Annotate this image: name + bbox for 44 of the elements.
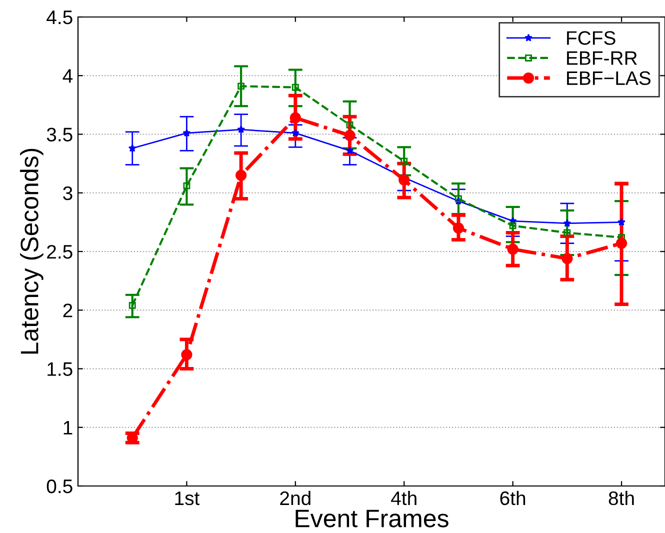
point [452, 222, 464, 234]
point [292, 84, 299, 91]
y-tick-label: 1.5 [48, 362, 72, 376]
y-tick-label: 0.5 [46, 479, 72, 494]
x-axis-title: Event Frames [296, 510, 448, 528]
point [507, 244, 518, 255]
x-tick-label: 4th [391, 490, 416, 506]
point [290, 112, 301, 124]
y-tick-label: 4.5 [46, 10, 72, 24]
legend-label: FCFS [567, 31, 616, 45]
y-axis-title: Latency (Seconds) [20, 148, 44, 354]
x-tick-label: 8th [608, 490, 634, 506]
point [564, 229, 571, 236]
point [346, 146, 354, 154]
x-tick-label: 6th [500, 490, 526, 506]
y-tick-label: 2 [63, 304, 72, 318]
y-tick-label: 3 [63, 186, 72, 200]
point [182, 128, 191, 137]
point [291, 128, 300, 137]
point [454, 195, 462, 202]
legend-label: EBF−LAS [567, 71, 650, 86]
y-tick-label: 1 [64, 421, 72, 434]
point [346, 121, 354, 128]
y-tick-label: 3.5 [46, 128, 72, 142]
point [237, 125, 246, 134]
x-tick-label: 1st [175, 492, 200, 506]
point [236, 170, 247, 181]
point [238, 82, 245, 90]
point [128, 144, 136, 152]
point [183, 182, 190, 190]
point [344, 130, 356, 141]
point [618, 218, 626, 226]
y-tick-label: 2.5 [47, 244, 72, 259]
x-tick-label: 2nd [280, 490, 310, 506]
point [181, 349, 192, 360]
point [128, 302, 136, 309]
point [400, 158, 408, 165]
point [562, 252, 573, 264]
point [563, 219, 572, 227]
point [398, 174, 410, 186]
point [616, 238, 628, 249]
point [509, 222, 516, 230]
legend-label: EBF-RR [567, 51, 637, 65]
y-tick-label: 4 [62, 69, 73, 83]
